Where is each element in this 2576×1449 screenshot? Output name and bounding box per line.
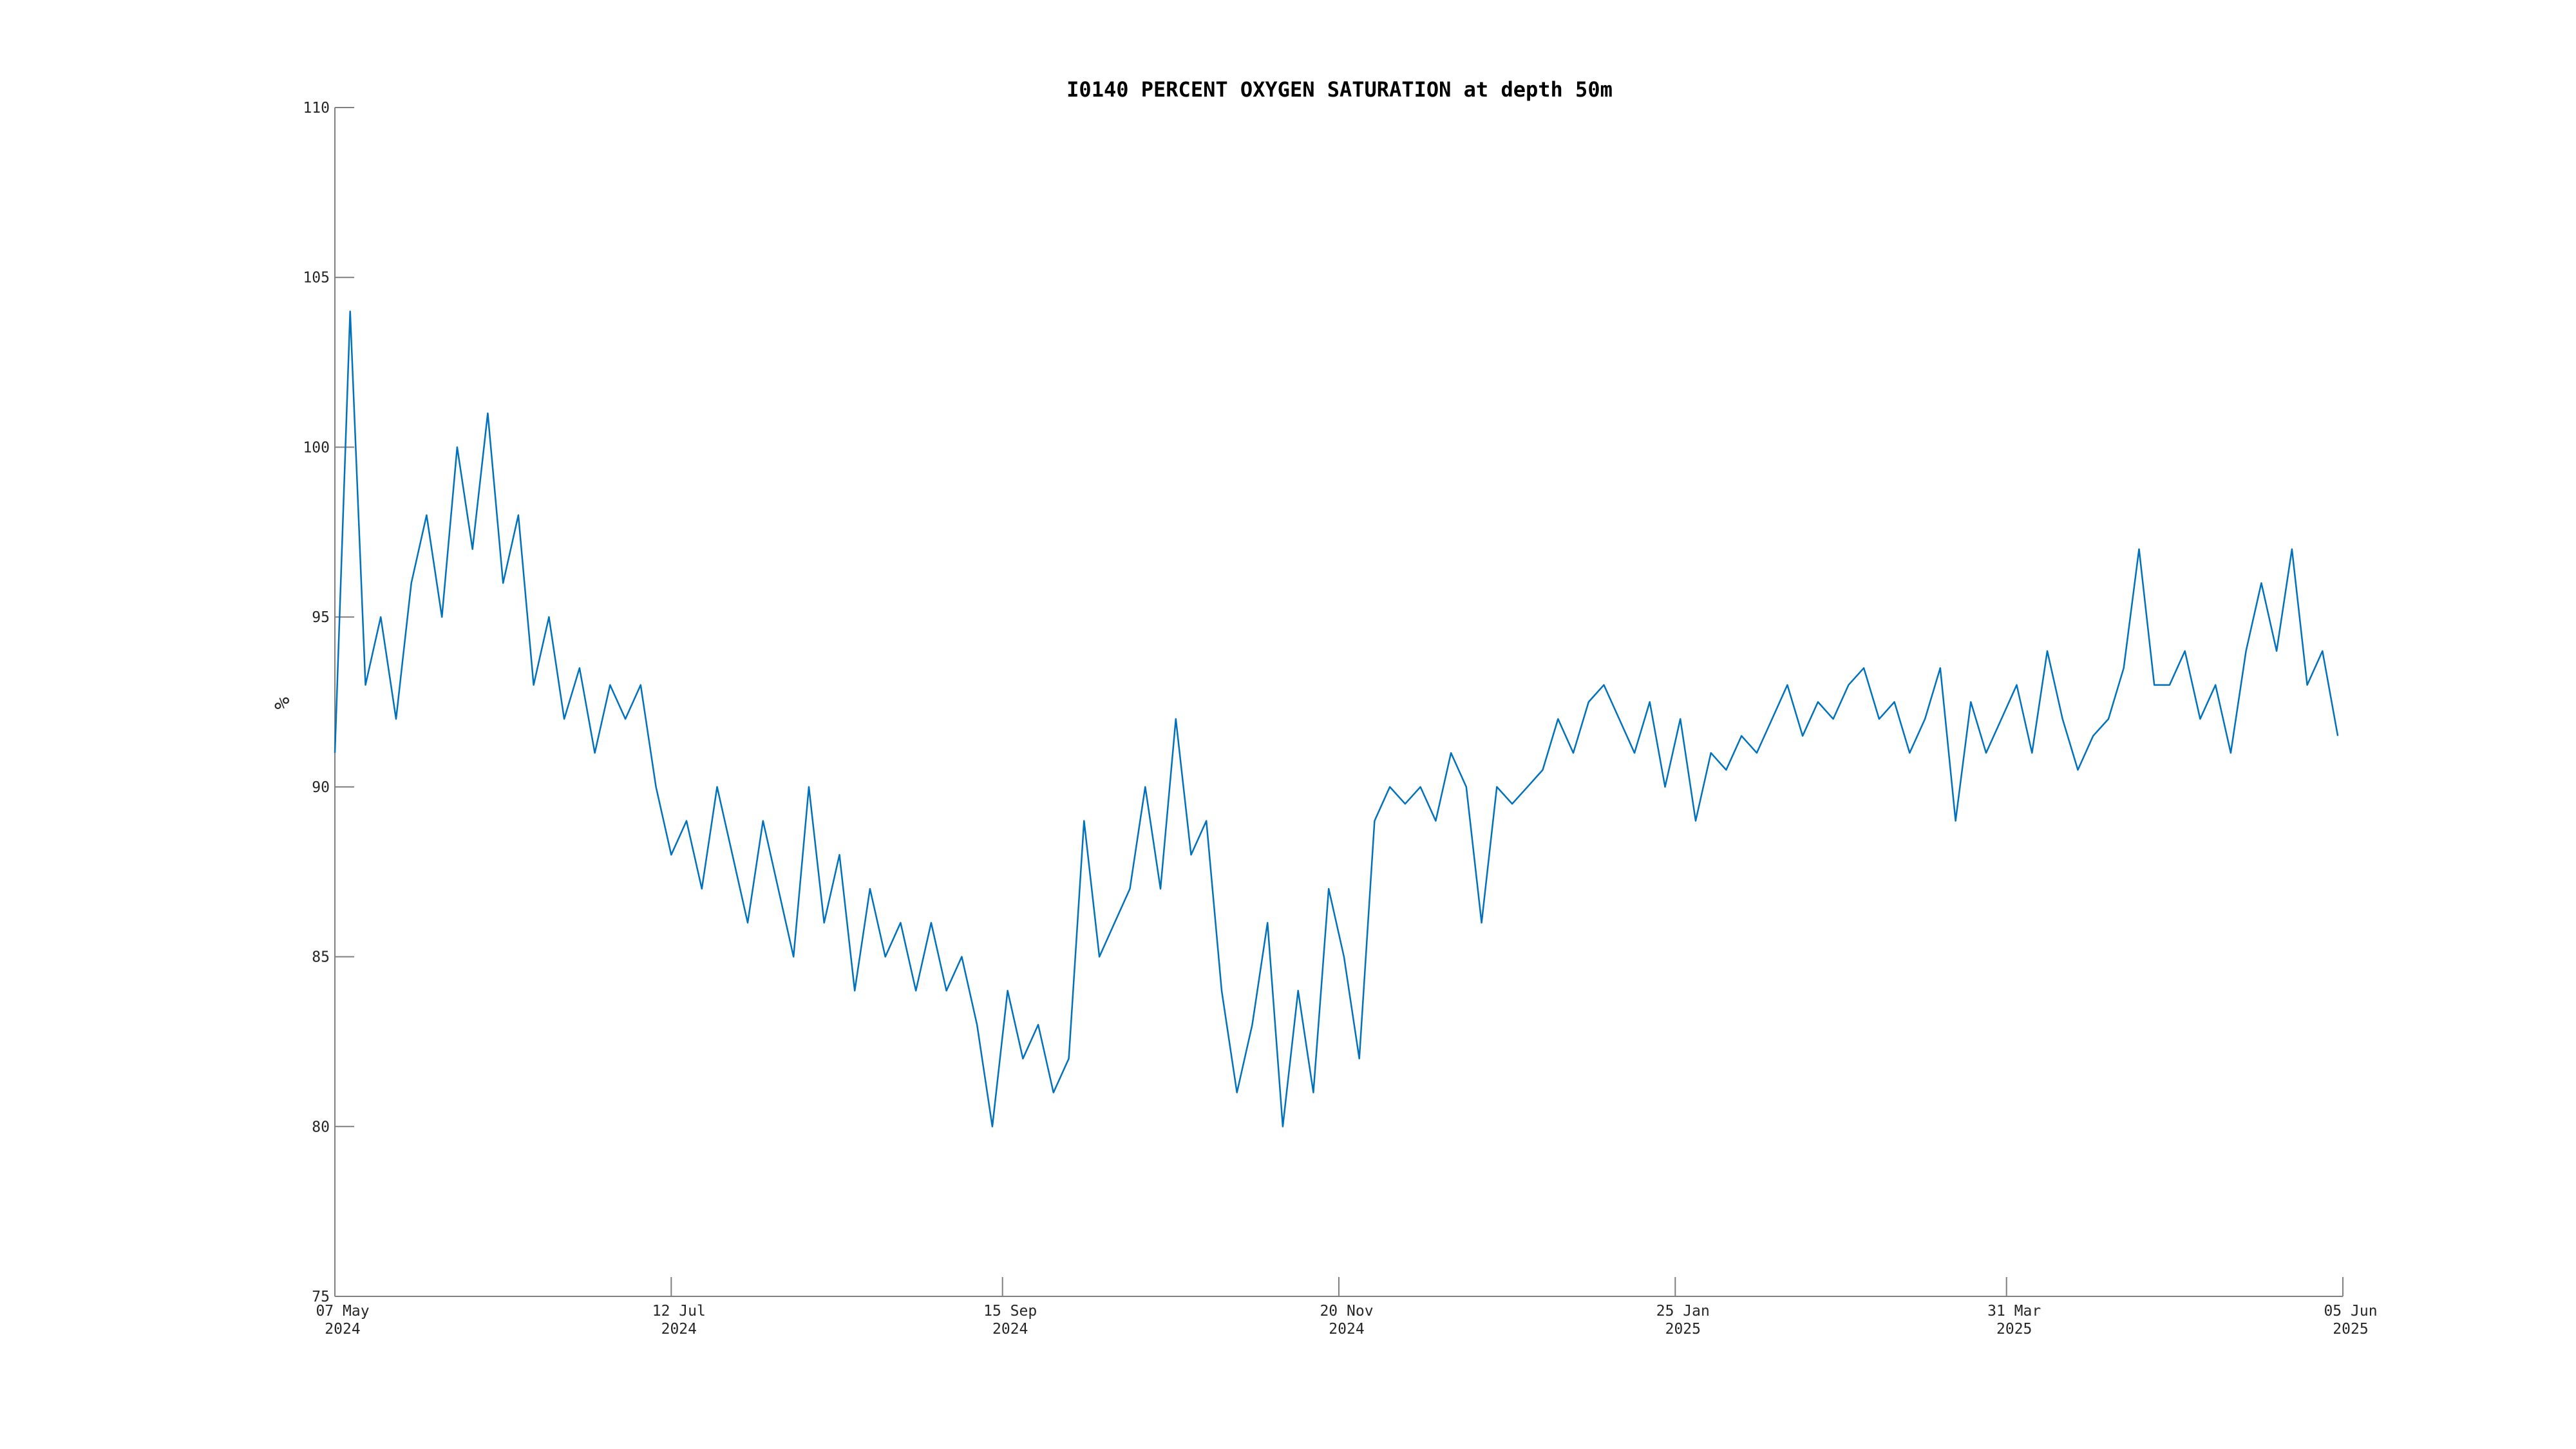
x-tick-label: 15 Sep 2024 xyxy=(983,1303,1037,1338)
y-tick-label: 85 xyxy=(312,949,330,966)
x-tick-label: 05 Jun 2025 xyxy=(2324,1303,2377,1338)
x-tick-label: 31 Mar 2025 xyxy=(1987,1303,2041,1338)
chart-title: I0140 PERCENT OXYGEN SATURATION at depth… xyxy=(1066,77,1613,102)
y-tick-label: 75 xyxy=(312,1289,330,1305)
x-tick-label: 07 May 2024 xyxy=(316,1303,369,1338)
y-tick-label: 110 xyxy=(303,100,330,117)
y-tick-label: 90 xyxy=(312,779,330,796)
y-axis-label: % xyxy=(270,697,294,709)
x-tick-label: 20 Nov 2024 xyxy=(1320,1303,1373,1338)
data-line xyxy=(334,310,2339,1128)
y-tick-label: 105 xyxy=(303,270,330,287)
y-tick-label: 80 xyxy=(312,1119,330,1135)
x-tick-label: 25 Jan 2025 xyxy=(1656,1303,1710,1338)
x-tick-label: 12 Jul 2024 xyxy=(652,1303,706,1338)
y-tick-label: 100 xyxy=(303,439,330,456)
y-tick-label: 95 xyxy=(312,609,330,626)
